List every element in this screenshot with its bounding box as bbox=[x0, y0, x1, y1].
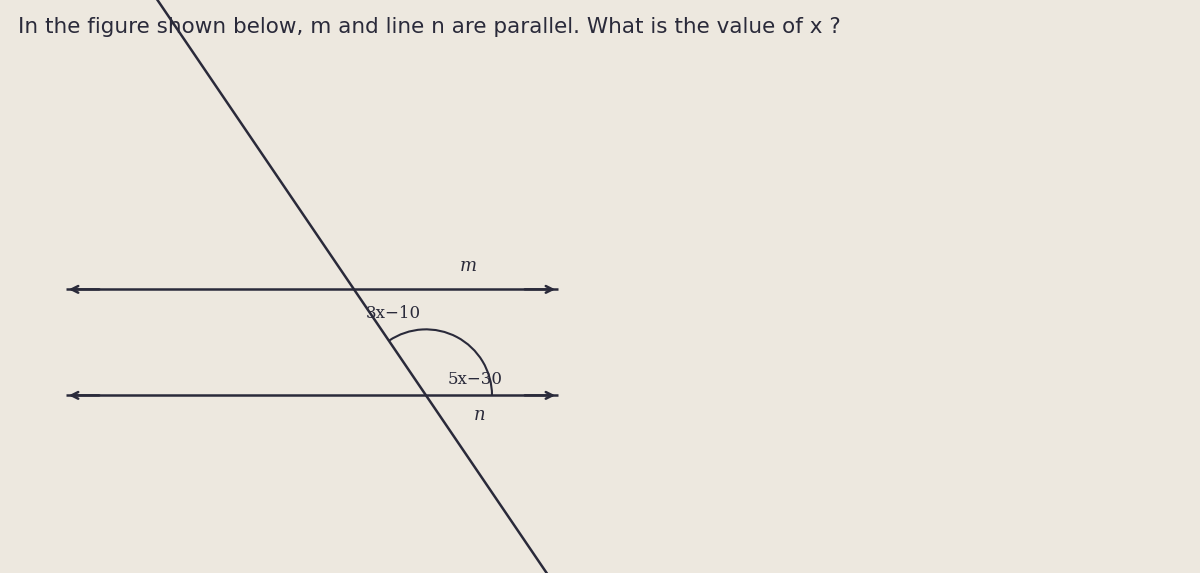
Text: 3x−10: 3x−10 bbox=[366, 305, 421, 323]
Text: n: n bbox=[474, 406, 486, 423]
Text: m: m bbox=[460, 257, 476, 275]
Text: In the figure shown below, m and line n are parallel. What is the value of x ?: In the figure shown below, m and line n … bbox=[18, 17, 841, 37]
Text: 5x−30: 5x−30 bbox=[448, 371, 503, 388]
